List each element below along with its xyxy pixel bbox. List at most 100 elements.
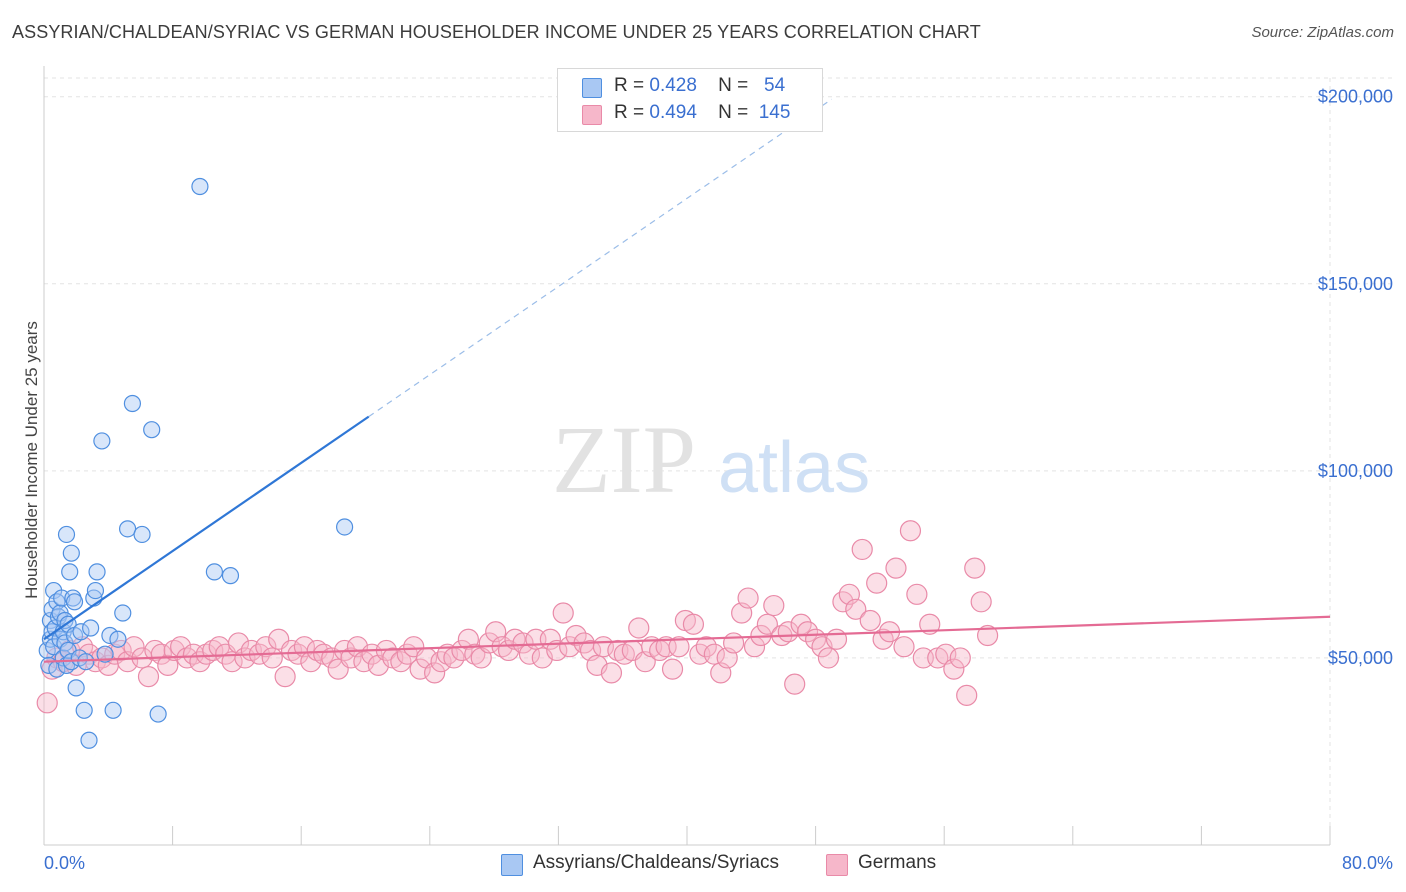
- data-point: [893, 636, 915, 658]
- source-label: Source: ZipAtlas.com: [1251, 24, 1394, 41]
- legend-swatch-blue: [501, 854, 523, 876]
- x-tick-label-min: 0.0%: [44, 853, 85, 873]
- data-point: [144, 639, 166, 662]
- r-label: R =: [614, 75, 645, 96]
- trend-line-germans: [43, 615, 1331, 663]
- data-point: [221, 567, 240, 585]
- data-point: [137, 666, 160, 688]
- data-point: [546, 639, 568, 662]
- data-point: [600, 662, 623, 684]
- data-point: [912, 647, 934, 669]
- pink-swatch: [582, 105, 602, 125]
- watermark-zip: ZIP: [552, 406, 696, 513]
- data-point: [149, 705, 167, 723]
- data-point: [817, 647, 840, 669]
- data-point: [655, 636, 677, 658]
- legend-label: Assyrians/Chaldeans/Syriacs: [533, 852, 780, 873]
- data-point: [221, 651, 243, 673]
- data-point: [123, 636, 145, 658]
- data-point: [451, 639, 473, 662]
- data-point: [86, 581, 105, 600]
- r-value: 0.494: [649, 102, 697, 123]
- axes: [43, 66, 1331, 846]
- data-point: [859, 609, 881, 632]
- data-point: [796, 621, 819, 643]
- data-point: [340, 647, 362, 669]
- data-point: [75, 701, 93, 719]
- data-point: [866, 572, 888, 594]
- data-point: [88, 563, 106, 581]
- data-point: [661, 658, 684, 680]
- data-point: [62, 544, 80, 562]
- data-point: [104, 701, 122, 719]
- data-point: [899, 520, 922, 542]
- data-point: [67, 679, 85, 697]
- data-point: [424, 662, 446, 684]
- data-point: [114, 604, 132, 622]
- data-point: [109, 630, 127, 648]
- data-point: [703, 643, 725, 665]
- data-point: [93, 432, 111, 450]
- data-point: [96, 645, 114, 663]
- data-point: [552, 602, 574, 624]
- data-point: [851, 538, 873, 561]
- tick-labels: $50,000 $100,000 $150,000 $200,000 0.0% 80.0%: [44, 87, 1393, 873]
- data-point: [72, 623, 90, 641]
- data-point: [784, 673, 806, 695]
- x-tick-label-max: 80.0%: [1342, 853, 1393, 873]
- data-point: [512, 632, 534, 654]
- stats-text: R = 0.428 N = 54: [614, 75, 785, 97]
- y-tick-label: $100,000: [1318, 461, 1393, 481]
- data-point: [906, 583, 928, 605]
- data-point: [825, 628, 848, 650]
- data-point: [464, 643, 486, 665]
- data-point: [695, 636, 717, 658]
- data-point: [737, 587, 759, 609]
- data-point: [956, 684, 978, 706]
- data-point: [756, 613, 778, 635]
- data-point: [118, 520, 137, 538]
- data-point: [943, 658, 965, 680]
- y-tick-label: $200,000: [1318, 87, 1393, 107]
- watermark-atlas: atlas: [718, 428, 870, 508]
- data-point: [82, 619, 100, 637]
- data-point: [110, 639, 132, 662]
- trend-line-assyrians: [43, 415, 370, 641]
- data-point: [682, 613, 705, 635]
- data-point: [191, 177, 209, 196]
- data-point: [949, 647, 971, 669]
- data-point: [150, 643, 172, 665]
- data-point: [763, 594, 785, 617]
- data-point: [668, 636, 690, 658]
- data-point: [36, 692, 58, 714]
- trend-lines: [43, 98, 1331, 663]
- data-point: [885, 557, 907, 579]
- data-point: [143, 421, 161, 439]
- germans-points: [36, 520, 999, 714]
- data-point: [65, 593, 84, 611]
- y-tick-label: $50,000: [1328, 648, 1393, 668]
- n-label: N =: [718, 75, 749, 96]
- chart-title: ASSYRIAN/CHALDEAN/SYRIAC VS GERMAN HOUSE…: [12, 22, 981, 42]
- stats-text: R = 0.494 N = 145: [614, 102, 790, 124]
- data-point: [919, 613, 941, 635]
- data-point: [336, 518, 354, 536]
- data-point: [255, 636, 277, 658]
- data-point: [61, 563, 79, 581]
- data-point: [133, 525, 151, 544]
- data-point: [964, 557, 986, 579]
- assyrians-points: [38, 177, 354, 749]
- trend-extension-assyrians: [368, 98, 833, 418]
- data-point: [280, 639, 303, 662]
- stats-box: R = 0.428 N = 54 R = 0.494 N = 145: [557, 68, 823, 132]
- data-point: [723, 632, 745, 654]
- data-point: [845, 598, 867, 620]
- r-label: R =: [614, 102, 645, 123]
- data-point: [321, 647, 343, 669]
- data-point: [101, 626, 119, 645]
- data-point: [123, 394, 142, 413]
- data-point: [261, 647, 283, 669]
- legend-label: Germans: [858, 852, 937, 873]
- data-point: [57, 525, 76, 544]
